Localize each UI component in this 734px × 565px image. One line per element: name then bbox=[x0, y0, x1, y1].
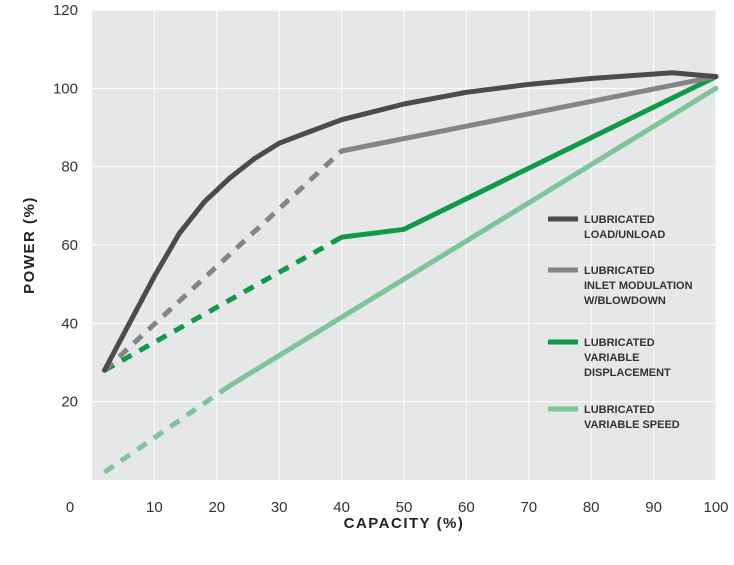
legend-label: INLET MODULATION bbox=[584, 280, 693, 292]
x-tick-label: 90 bbox=[645, 499, 662, 516]
legend-label: DISPLACEMENT bbox=[584, 367, 671, 379]
series-segment-solid bbox=[226, 85, 719, 389]
series-layer bbox=[102, 70, 719, 475]
series-segment-dashed bbox=[103, 383, 231, 475]
legend-label: LUBRICATED bbox=[584, 404, 655, 416]
x-tick-label: 40 bbox=[333, 499, 350, 516]
y-tick-label: 60 bbox=[61, 237, 78, 254]
y-tick-label: 80 bbox=[61, 159, 78, 176]
legend-item: LUBRICATED LOAD/UNLOAD bbox=[548, 214, 665, 241]
series-segment-dashed bbox=[103, 235, 343, 373]
x-axis-title: CAPACITY (%) bbox=[344, 515, 465, 532]
legend-label: LUBRICATED bbox=[584, 265, 655, 277]
series-segment-dashed bbox=[102, 149, 344, 373]
y-tick-label: 100 bbox=[53, 80, 78, 97]
legend-label: LUBRICATED bbox=[584, 337, 655, 349]
x-tick-label: 60 bbox=[458, 499, 475, 516]
legend-label: VARIABLE bbox=[584, 352, 639, 364]
x-tick-label: 20 bbox=[208, 499, 225, 516]
x-tick-label: 10 bbox=[146, 499, 163, 516]
series-segment-solid bbox=[339, 74, 719, 154]
series-line bbox=[102, 74, 719, 373]
tick-labels: 0 10 20 30 40 50 60 70 80 90 100 20 40 60 80 100 120 bbox=[53, 2, 729, 516]
x-tick-label: 70 bbox=[520, 499, 537, 516]
legend-item: LUBRICATED VARIABLE DISPLACEMENT bbox=[548, 337, 671, 379]
x-tick-label: 30 bbox=[271, 499, 288, 516]
y-tick-label: 20 bbox=[61, 394, 78, 411]
series-segment-solid bbox=[102, 70, 719, 373]
legend-item: LUBRICATED INLET MODULATION W/BLOWDOWN bbox=[548, 265, 693, 307]
legend-label: VARIABLE SPEED bbox=[584, 419, 680, 431]
y-axis-title: POWER (%) bbox=[21, 196, 38, 294]
legend: LUBRICATED LOAD/UNLOAD LUBRICATED INLET MOD… bbox=[548, 214, 693, 431]
series-segment-solid bbox=[339, 74, 719, 240]
series-line bbox=[103, 85, 719, 475]
series-line bbox=[102, 70, 719, 373]
x-tick-label: 50 bbox=[396, 499, 413, 516]
legend-item: LUBRICATED VARIABLE SPEED bbox=[548, 404, 680, 431]
y-tick-label: 40 bbox=[61, 315, 78, 332]
legend-label: LOAD/UNLOAD bbox=[584, 229, 665, 241]
x-tick-label: 100 bbox=[703, 499, 728, 516]
legend-label: W/BLOWDOWN bbox=[584, 295, 666, 307]
legend-label: LUBRICATED bbox=[584, 214, 655, 226]
y-tick-label: 120 bbox=[53, 2, 78, 19]
x-tick-label: 80 bbox=[583, 499, 600, 516]
series-line bbox=[103, 74, 719, 373]
x-tick-label: 0 bbox=[66, 499, 74, 516]
